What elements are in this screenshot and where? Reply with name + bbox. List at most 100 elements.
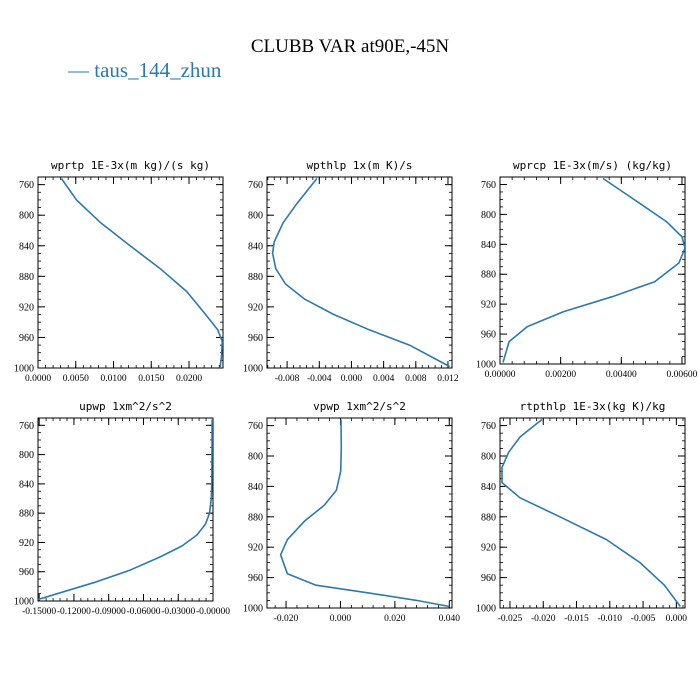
y-tick-label: 960 (19, 333, 34, 344)
x-tick-label: -0.03000 (161, 607, 195, 617)
x-tick-label: 0.008 (405, 374, 427, 384)
y-tick-label: 800 (481, 210, 496, 221)
plot-frame (266, 176, 453, 369)
panel-title: wpthlp 1x(m K)/s (307, 159, 413, 172)
plot-frame (266, 417, 453, 609)
series-line (502, 177, 685, 363)
y-tick-label: 760 (19, 180, 34, 191)
x-tick-label: 0.0150 (138, 374, 164, 384)
x-tick-label: 0.00000 (485, 370, 516, 380)
y-tick-label: 760 (481, 180, 496, 191)
legend-label: taus_144_zhun (94, 58, 222, 82)
x-tick-label: 0.0050 (63, 374, 89, 384)
y-tick-label: 880 (481, 270, 496, 281)
y-tick-label: 800 (19, 211, 34, 222)
y-tick-label: 1000 (14, 364, 34, 375)
x-tick-label: -0.004 (307, 374, 332, 384)
y-tick-label: 1000 (243, 604, 263, 615)
y-tick-label: 760 (481, 421, 496, 432)
x-tick-label: -0.12000 (57, 607, 91, 617)
y-tick-label: 920 (248, 302, 263, 313)
y-tick-label: 920 (481, 300, 496, 311)
legend: — taus_144_zhun (68, 58, 221, 83)
x-tick-label: 0.000 (666, 614, 688, 624)
x-tick-label: 0.040 (439, 614, 461, 624)
y-tick-label: 800 (248, 452, 263, 463)
y-tick-label: 880 (19, 272, 34, 283)
x-tick-label: -0.00000 (196, 607, 230, 617)
y-tick-label: 920 (19, 538, 34, 549)
y-tick-label: 760 (248, 421, 263, 432)
y-tick-label: 880 (248, 272, 263, 283)
y-tick-label: 840 (19, 241, 34, 252)
x-tick-label: -0.020 (531, 614, 556, 624)
x-tick-label: -0.010 (598, 614, 623, 624)
y-tick-label: 960 (248, 573, 263, 584)
y-tick-label: 960 (481, 573, 496, 584)
y-tick-label: 960 (481, 330, 496, 341)
series-line (501, 418, 681, 607)
x-tick-label: -0.15000 (22, 607, 56, 617)
y-tick-label: 760 (248, 180, 263, 191)
panel-rtpthlp: rtpthlp 1E-3x(kg K)/kg 760 800 840 880 920 960… (476, 400, 687, 624)
y-tick-label: 920 (481, 543, 496, 554)
y-tick-label: 840 (481, 240, 496, 251)
panel-title: wprcp 1E-3x(m/s) (kg/kg) (513, 159, 672, 172)
plot-frame (37, 176, 224, 369)
x-tick-label: -0.06000 (126, 607, 160, 617)
legend-line-marker: — (68, 58, 89, 82)
x-tick-label: 0.020 (384, 614, 406, 624)
series-line (271, 178, 450, 368)
series-line (38, 419, 213, 601)
x-tick-label: 0.000 (330, 614, 352, 624)
panel-vpwp: vpwp 1xm^2/s^2 760 800 840 880 920 960 1000 -0.0… (243, 400, 460, 624)
y-tick-label: 880 (248, 512, 263, 523)
x-tick-label: 0.0200 (176, 374, 202, 384)
series-line (60, 178, 223, 368)
x-tick-label: 0.0000 (25, 374, 51, 384)
y-tick-label: 920 (19, 302, 34, 313)
x-tick-label: -0.025 (498, 614, 523, 624)
panel-title: wprtp 1E-3x(m kg)/(s kg) (51, 159, 210, 172)
plot-frame (37, 417, 214, 602)
x-tick-label: -0.008 (275, 374, 300, 384)
y-tick-label: 840 (248, 482, 263, 493)
y-tick-label: 1000 (243, 364, 263, 375)
y-tick-label: 880 (481, 512, 496, 523)
x-tick-label: 0.004 (373, 374, 395, 384)
plot-frame (499, 176, 686, 365)
panel-title: rtpthlp 1E-3x(kg K)/kg (520, 400, 666, 413)
y-tick-label: 960 (19, 567, 34, 578)
x-tick-label: -0.015 (564, 614, 589, 624)
panel-title: vpwp 1xm^2/s^2 (313, 400, 406, 413)
y-tick-label: 1000 (476, 360, 496, 371)
x-tick-label: 0.012 (437, 374, 459, 384)
x-tick-label: 0.00200 (545, 370, 576, 380)
panel-upwp: upwp 1xm^2/s^27608008408809209601000-0.1… (14, 400, 230, 617)
y-tick-label: 1000 (476, 604, 496, 615)
y-tick-label: 760 (19, 421, 34, 432)
y-tick-label: 800 (19, 450, 34, 461)
x-tick-label: 0.000 (341, 374, 363, 384)
plot-frame (499, 417, 686, 609)
y-tick-label: 840 (248, 241, 263, 252)
panel-wprtp: wprtp 1E-3x(m kg)/(s kg) 760 800 840 880 920 9… (14, 159, 224, 384)
x-tick-label: 0.0100 (100, 374, 126, 384)
x-tick-label: -0.09000 (92, 607, 126, 617)
y-tick-label: 840 (481, 482, 496, 493)
x-tick-label: -0.020 (274, 614, 299, 624)
y-tick-label: 920 (248, 543, 263, 554)
panel-wpthlp: wpthlp 1x(m K)/s 760 800 840 880 920 960 1000 -0… (243, 159, 459, 384)
page-title: CLUBB VAR at90E,-45N (250, 36, 450, 57)
x-tick-label: 0.00600 (667, 370, 698, 380)
y-tick-label: 800 (248, 211, 263, 222)
y-tick-label: 800 (481, 452, 496, 463)
x-tick-label: -0.005 (631, 614, 656, 624)
panel-wprcp: wprcp 1E-3x(m/s) (kg/kg) 760 800 840 880 920 9… (476, 159, 698, 380)
y-tick-label: 960 (248, 333, 263, 344)
panel-title: upwp 1xm^2/s^2 (79, 400, 172, 413)
y-tick-label: 1000 (14, 597, 34, 608)
y-tick-label: 840 (19, 479, 34, 490)
x-tick-label: 0.00400 (606, 370, 637, 380)
